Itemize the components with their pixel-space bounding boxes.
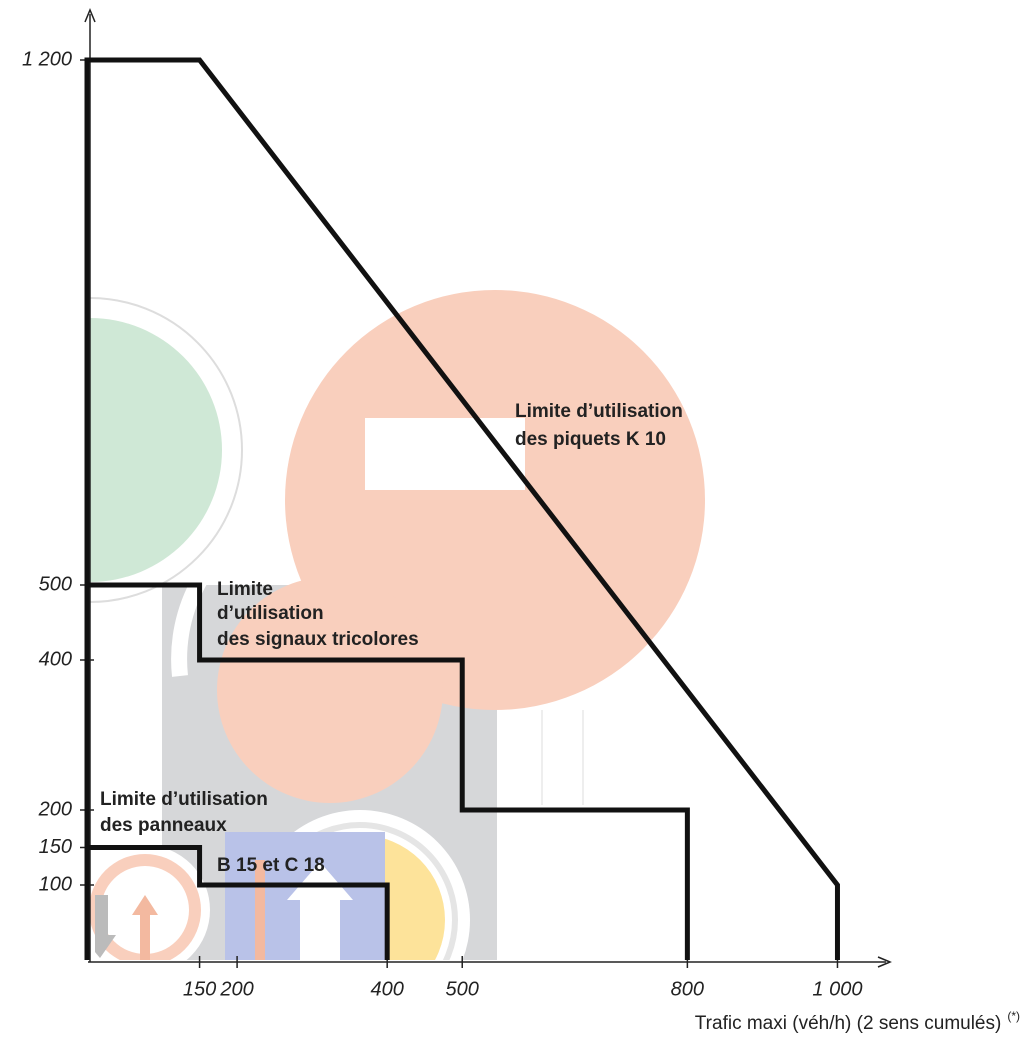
x-tick-label: 150 [183,978,216,1000]
y-tick-label: 200 [38,798,72,820]
y-tick-label: 100 [39,873,72,895]
annotation: Limite d’utilisation [100,789,268,810]
annotation: des piquets K 10 [515,429,666,450]
annotation: des signaux tricolores [217,629,419,650]
annotation: d’utilisation [217,603,324,624]
limit-line [84,57,840,960]
annotation: des panneaux [100,815,227,836]
limit-line [87,582,690,960]
x-axis-label-text: Trafic maxi (véh/h) (2 sens cumulés) [695,1013,1002,1034]
annotation: Limite [217,579,273,600]
x-tick-label: 800 [671,978,704,1000]
y-tick-label: 150 [39,836,72,858]
axes [84,8,892,968]
x-axis-label: Trafic maxi (véh/h) (2 sens cumulés) (*) [695,1009,1020,1034]
y-tick-label: 1 200 [22,48,72,70]
limit-line [87,845,390,960]
y-tick-label: 500 [39,573,72,595]
x-tick-label: 400 [370,978,403,1000]
y-tick-label: 400 [39,648,72,670]
x-tick-label: 500 [446,978,479,1000]
x-tick-label: 1 000 [812,978,862,1000]
x-tick-label: 200 [219,978,253,1000]
annotation: Limite d’utilisation [515,401,683,422]
x-axis-label-note: (*) [1007,1009,1020,1023]
annotation: B 15 et C 18 [217,855,325,876]
background-signs [90,290,705,960]
